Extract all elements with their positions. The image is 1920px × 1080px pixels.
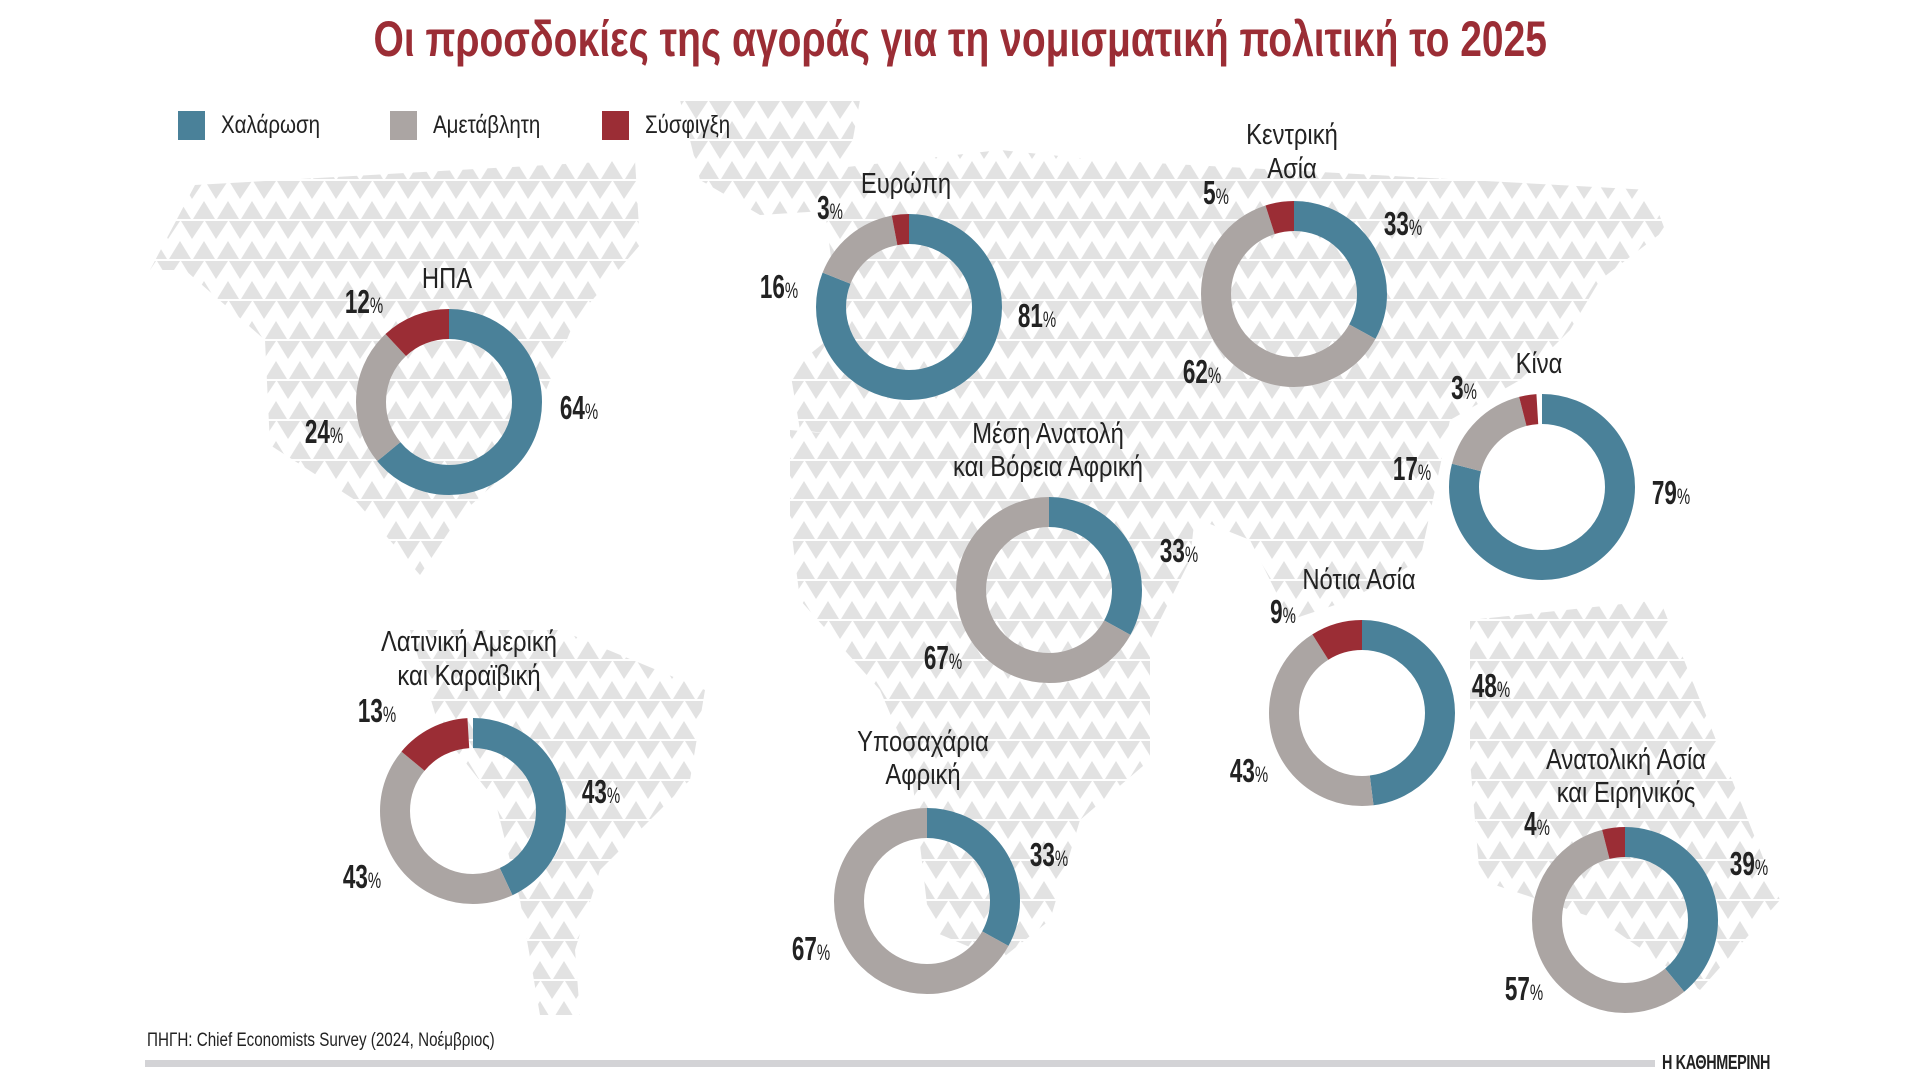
data-label-unchanged: 24 — [305, 413, 343, 451]
region-label: Λατινική Αμερική — [381, 626, 557, 658]
footer-bar — [145, 1060, 1655, 1067]
africa-shape — [790, 430, 1200, 960]
data-label-easing: 81 — [1018, 297, 1056, 335]
chart-title-text: Οι προσδοκίες της αγοράς για τη νομισματ… — [373, 11, 1547, 67]
donut-segment-tightening — [1201, 201, 1387, 387]
region-label: και Καραϊβική — [397, 660, 541, 692]
donut-usa — [356, 309, 542, 495]
region-label: Αφρική — [885, 759, 961, 791]
data-label-tightening: 9 — [1270, 593, 1296, 631]
chart-title: Οι προσδοκίες της αγοράς για τη νομισματ… — [0, 10, 1920, 68]
donut-segment-easing — [1449, 394, 1635, 580]
data-label-tightening: 13 — [358, 692, 396, 730]
data-label-unchanged: 57 — [1505, 970, 1543, 1008]
data-label-unchanged: 43 — [343, 858, 381, 896]
data-label-easing: 79 — [1652, 474, 1690, 512]
data-label-easing: 33 — [1384, 205, 1422, 243]
data-label-tightening: 3 — [1451, 369, 1477, 407]
legend-swatch-easing — [178, 111, 205, 140]
donut-east-asia — [1532, 827, 1718, 1013]
data-label-easing: 33 — [1030, 836, 1068, 874]
donut-segment-tightening — [816, 214, 1002, 400]
region-label: και Βόρεια Αφρική — [953, 451, 1143, 483]
data-label-unchanged: 67 — [792, 930, 830, 968]
donut-segment-tightening — [1269, 620, 1455, 806]
donut-segment-unchanged — [1201, 201, 1387, 387]
data-label-unchanged: 16 — [760, 268, 798, 306]
donut-segment-easing — [380, 718, 566, 904]
donut-south-asia — [1269, 620, 1455, 806]
region-label: Υποσαχάρια — [857, 726, 989, 758]
donut-ssa — [834, 808, 1020, 994]
region-label: Ευρώπη — [860, 168, 952, 200]
source-note: ΠΗΓΗ: Chief Economists Survey (2024, Νοέ… — [147, 1030, 495, 1051]
region-label: Κεντρική — [1246, 119, 1338, 151]
donut-europe — [816, 214, 1002, 400]
data-label-tightening: 4 — [1524, 805, 1550, 843]
donut-segment-unchanged — [380, 718, 566, 904]
donut-segment-unchanged — [356, 309, 542, 495]
data-label-easing: 39 — [1730, 845, 1768, 883]
data-label-easing: 48 — [1472, 667, 1510, 705]
data-label-easing: 43 — [582, 773, 620, 811]
data-label-unchanged: 67 — [924, 639, 962, 677]
eurasia-shape — [790, 150, 1665, 620]
region-label: Κίνα — [1515, 348, 1563, 380]
donut-segment-tightening — [356, 309, 542, 495]
region-label: Μέση Ανατολή — [972, 418, 1124, 450]
greenland-shape — [680, 100, 860, 215]
legend-label: Αμετάβλητη — [433, 111, 541, 139]
legend-swatch-tightening — [602, 111, 629, 140]
data-label-tightening: 3 — [817, 189, 843, 227]
legend-label: Σύσφιγξη — [645, 111, 731, 139]
legend-label: Χαλάρωση — [221, 111, 321, 139]
legend-swatch-unchanged — [390, 111, 417, 140]
data-label-tightening: 5 — [1203, 174, 1229, 212]
donut-china — [1449, 394, 1635, 580]
donut-segment-unchanged — [834, 808, 1020, 994]
donut-mena — [956, 497, 1142, 683]
legend-item-tightening: Σύσφιγξη — [602, 111, 749, 140]
data-label-unchanged: 62 — [1183, 353, 1221, 391]
region-label: και Ειρηνικός — [1556, 777, 1696, 809]
region-label: ΗΠΑ — [421, 263, 473, 295]
donut-latam — [380, 718, 566, 904]
legend-item-unchanged: Αμετάβλητη — [390, 111, 564, 140]
data-label-easing: 64 — [560, 389, 598, 427]
data-label-easing: 33 — [1160, 532, 1198, 570]
donut-central-asia — [1201, 201, 1387, 387]
donut-segment-unchanged — [1269, 620, 1455, 806]
region-label: Ανατολική Ασία — [1545, 744, 1707, 776]
donut-segment-tightening — [1532, 827, 1718, 1013]
region-label: Νότια Ασία — [1302, 564, 1416, 596]
data-label-unchanged: 43 — [1230, 752, 1268, 790]
publisher-logo: Η ΚΑΘΗΜΕΡΙΝΗ — [1662, 1052, 1771, 1074]
donut-segment-unchanged — [956, 497, 1142, 683]
data-label-tightening: 12 — [345, 283, 383, 321]
data-label-unchanged: 17 — [1393, 450, 1431, 488]
donut-segment-unchanged — [1532, 827, 1718, 1013]
region-label: Ασία — [1267, 153, 1317, 185]
legend-item-easing: Χαλάρωση — [178, 111, 342, 140]
